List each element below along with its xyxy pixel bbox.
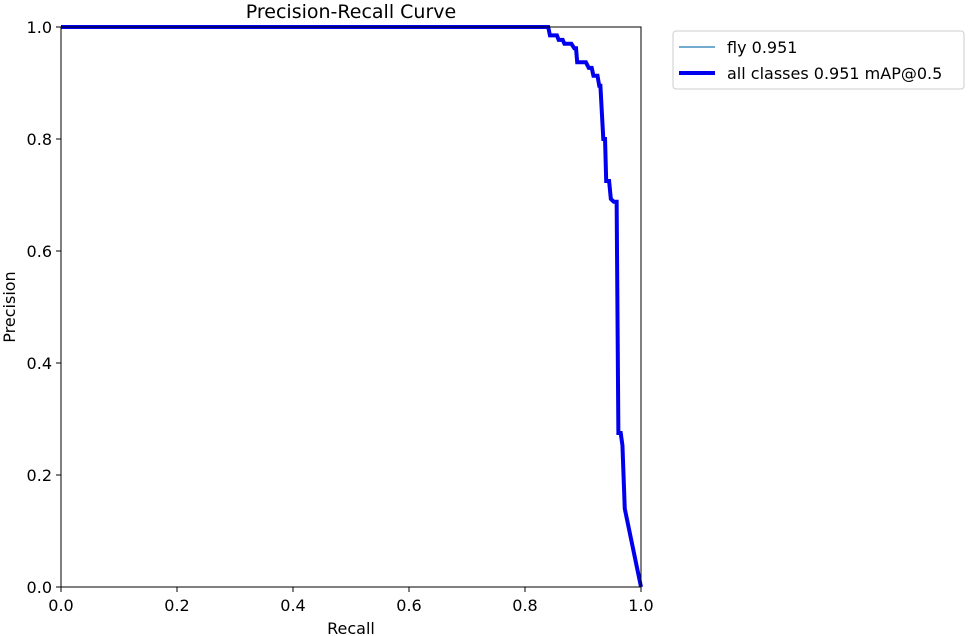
- x-tick-label: 0.2: [164, 596, 189, 615]
- legend-label-1: all classes 0.951 mAP@0.5: [727, 64, 942, 83]
- legend: fly 0.951 all classes 0.951 mAP@0.5: [672, 30, 965, 90]
- y-tick-label: 0.8: [27, 130, 52, 149]
- series-line-0: [61, 26, 642, 588]
- plot-area: 0.0 0.2 0.4 0.6 0.8 1.0 0.0 0.2 0.4 0.6 0.8 1.0: [27, 18, 654, 615]
- axes-frame: [60, 26, 642, 588]
- y-tick-label: 0.6: [27, 242, 52, 261]
- x-tick-label: 0.4: [280, 596, 305, 615]
- y-tick-label: 0.2: [27, 466, 52, 485]
- x-tick-label: 0.6: [396, 596, 421, 615]
- x-tick-label: 1.0: [628, 596, 653, 615]
- x-tick-label: 0.0: [48, 596, 73, 615]
- y-tick-label: 0.0: [27, 578, 52, 597]
- legend-box: [672, 30, 965, 90]
- x-tick-label: 0.8: [512, 596, 537, 615]
- chart-title: Precision-Recall Curve: [246, 1, 456, 23]
- x-axis-label: Recall: [327, 619, 375, 636]
- y-tick-label: 1.0: [27, 18, 52, 37]
- legend-label-0: fly 0.951: [727, 38, 797, 57]
- y-axis-label: Precision: [0, 271, 19, 342]
- y-tick-label: 0.4: [27, 354, 52, 373]
- series-line-1: [61, 25, 643, 588]
